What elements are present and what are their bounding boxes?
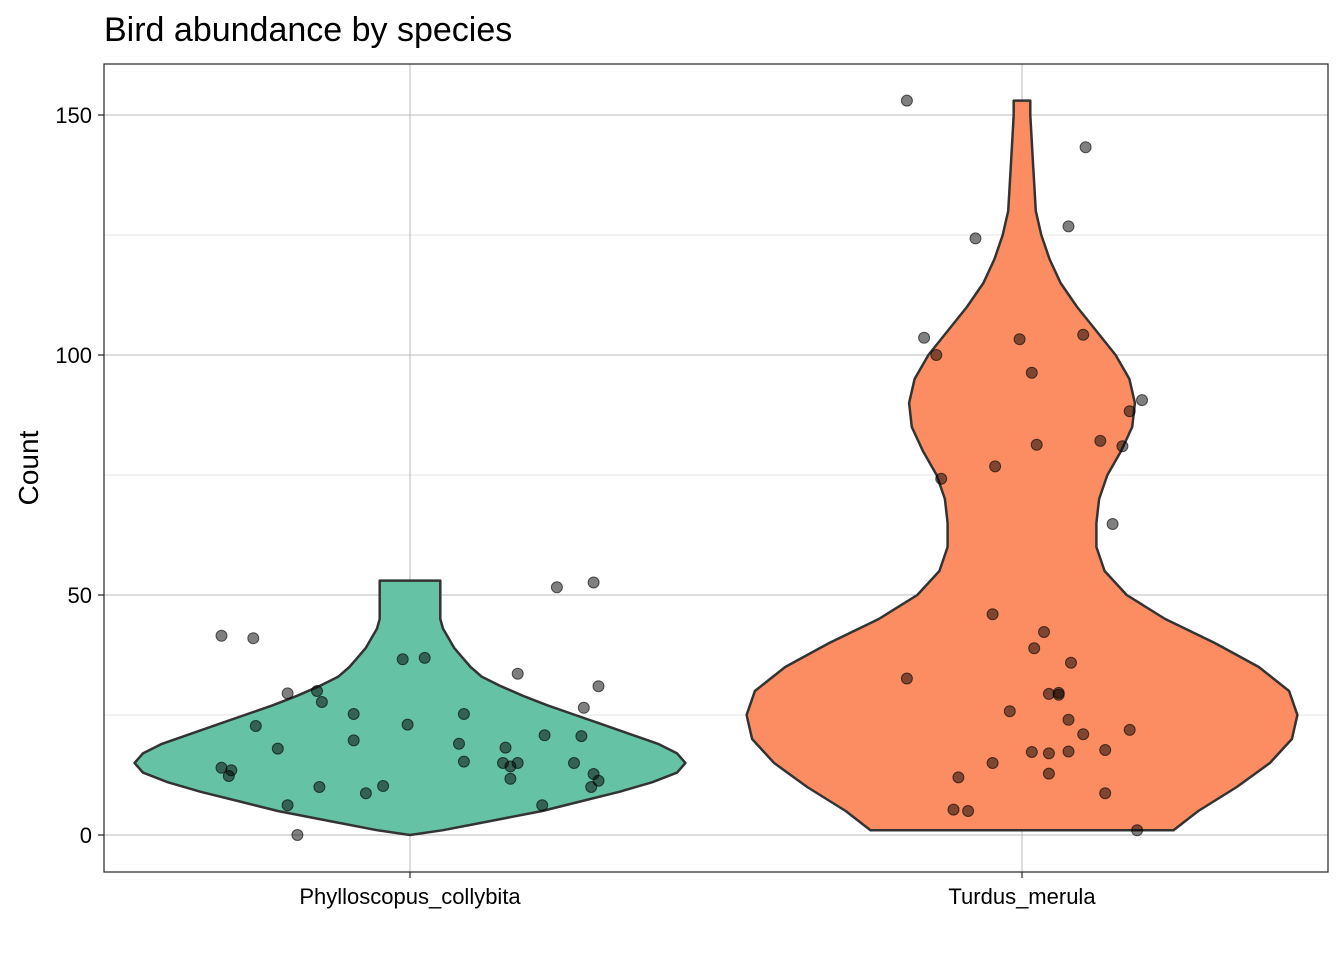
data-point <box>453 737 465 750</box>
data-point <box>575 730 588 743</box>
data-point <box>359 787 372 800</box>
data-point <box>215 629 228 642</box>
data-point <box>511 757 524 769</box>
data-point <box>1025 366 1038 379</box>
x-tick-label: Turdus_merula <box>948 884 1096 909</box>
violin-Turdus_merula <box>745 99 1299 832</box>
data-point <box>577 701 590 714</box>
data-point <box>1077 728 1090 741</box>
data-point <box>900 94 913 107</box>
data-point <box>271 742 284 755</box>
data-point <box>418 651 431 664</box>
data-point <box>347 734 360 747</box>
data-point <box>1042 687 1055 700</box>
y-axis-label: Count <box>13 430 44 505</box>
violin-layer <box>133 99 1299 837</box>
plot-border <box>103 63 1329 873</box>
data-point <box>989 460 1002 473</box>
data-point <box>457 755 470 768</box>
data-point <box>1030 438 1043 451</box>
data-point <box>1052 686 1065 699</box>
data-point <box>587 576 600 589</box>
data-point <box>377 780 390 792</box>
data-point <box>1079 141 1092 154</box>
data-point <box>969 232 982 245</box>
data-point <box>986 757 999 769</box>
data-point <box>281 687 294 700</box>
data-point <box>315 696 328 708</box>
data-point <box>962 805 975 817</box>
data-point <box>247 632 260 645</box>
data-point <box>568 757 580 769</box>
data-point <box>1116 440 1129 453</box>
data-point <box>536 799 549 812</box>
data-point <box>1062 745 1075 758</box>
x-tick-label: Phylloscopus_collybita <box>299 884 521 909</box>
data-point <box>401 718 414 731</box>
data-point <box>1123 405 1136 418</box>
data-point <box>1062 220 1075 233</box>
y-tick-label: 0 <box>80 823 92 848</box>
data-point <box>1065 656 1077 669</box>
violin-Phylloscopus_collybita <box>133 579 687 837</box>
data-point <box>1028 642 1041 655</box>
data-point <box>1106 518 1119 530</box>
y-tick-label: 150 <box>55 103 92 128</box>
data-point <box>1025 746 1038 758</box>
data-point <box>550 581 563 594</box>
data-point <box>504 772 517 785</box>
data-point <box>249 720 262 732</box>
data-point <box>585 781 598 793</box>
data-point <box>222 770 235 782</box>
jitter-points <box>215 94 1148 841</box>
data-point <box>1099 744 1112 756</box>
chart-title: Bird abundance by species <box>104 11 512 49</box>
data-point <box>511 667 524 680</box>
data-point <box>1131 824 1144 837</box>
data-point <box>1123 723 1136 736</box>
y-tick-label: 50 <box>68 583 92 608</box>
data-point <box>900 672 913 685</box>
axes: 0 50 100 150 Phylloscopus_collybita Turdus_me… <box>55 103 1096 909</box>
data-point <box>1099 787 1112 800</box>
data-point <box>347 708 360 720</box>
data-point <box>1077 328 1090 341</box>
data-point <box>592 680 605 693</box>
data-point <box>1094 434 1107 447</box>
data-point <box>935 472 948 485</box>
data-point <box>1038 626 1050 638</box>
data-point <box>457 708 470 720</box>
data-point <box>538 729 551 742</box>
data-point <box>1042 767 1055 780</box>
data-point <box>499 741 512 754</box>
data-point <box>1062 713 1075 726</box>
data-point <box>313 781 326 793</box>
data-point <box>291 829 304 841</box>
data-point <box>1013 333 1026 346</box>
y-tick-label: 100 <box>55 343 92 368</box>
data-point <box>930 349 943 361</box>
data-point <box>1042 747 1055 760</box>
data-point <box>952 771 965 784</box>
data-point <box>281 799 294 812</box>
data-point <box>986 608 999 621</box>
data-point <box>1136 394 1148 407</box>
data-point <box>311 685 323 697</box>
data-point <box>947 803 960 816</box>
data-point <box>396 653 409 666</box>
data-point <box>918 331 931 344</box>
data-point <box>1003 705 1016 718</box>
